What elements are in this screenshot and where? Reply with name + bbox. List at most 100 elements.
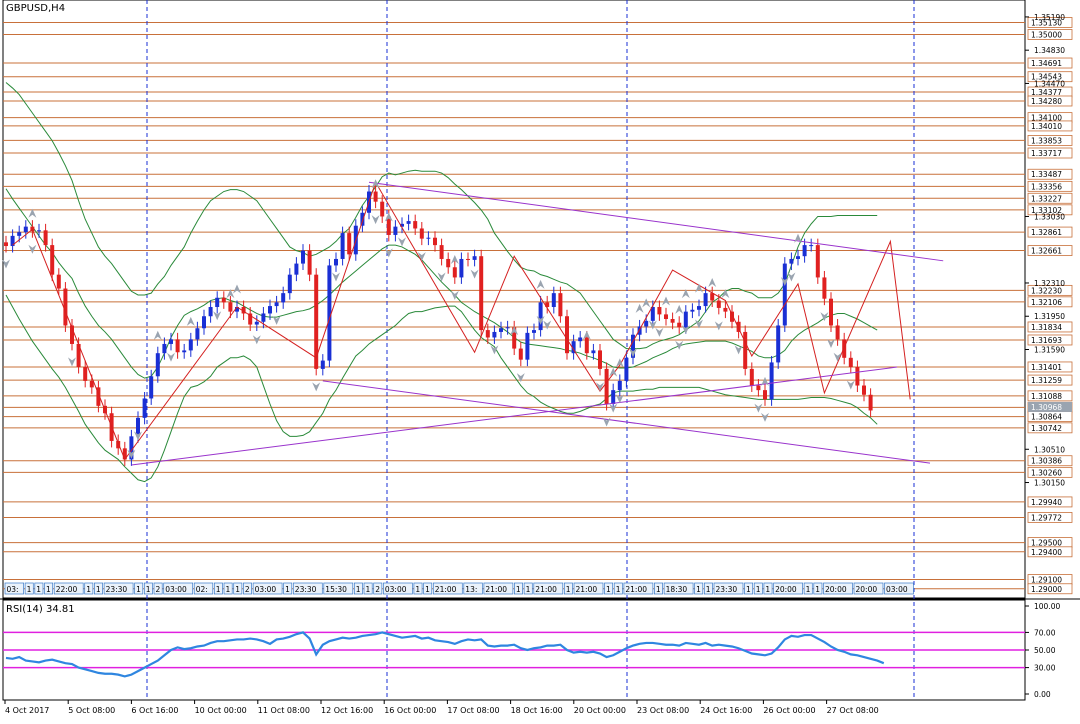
time-marker-box [763,582,773,595]
bear-candle [604,368,609,404]
bear-candle [466,258,470,260]
time-marker-label: 03:00 [385,585,407,594]
price-plot-frame [2,0,1026,599]
bull-candle [202,316,206,329]
time-marker-box [24,582,34,595]
time-marker-label: 20:00 [825,585,847,594]
time-marker-label: 1 [756,585,761,594]
time-marker-box [483,582,514,595]
bull-candle [195,328,200,340]
level-label-box [1027,496,1073,508]
time-marker-box [53,582,84,595]
time-marker-label: 23:30 [295,585,317,594]
bull-candle [650,307,655,321]
level-label: 1.33227 [1031,194,1062,203]
level-label-box [1027,135,1073,146]
time-marker-box [134,582,144,595]
time-marker-label: 2 [156,585,161,594]
bear-candle [512,327,517,349]
bull-candle [591,350,596,354]
time-marker-box [803,582,813,595]
bear-candle [657,307,662,315]
time-marker-label: 13: [465,585,477,594]
time-marker-box [44,582,54,595]
time-marker-box [514,582,523,595]
time-marker-box [703,582,713,595]
time-axis-label: 11 Oct 08:00 [258,706,310,715]
time-marker-box [533,582,564,595]
bull-candle [631,334,635,358]
time-marker-label: 1 [136,585,141,594]
bull-candle [683,311,688,328]
fractal-up-marker [675,304,684,314]
time-marker-label: 21:00 [625,585,647,594]
bear-candle [433,237,437,246]
level-label-box [1027,57,1073,69]
bull-candle [208,307,213,317]
fractal-down-marker [609,403,618,413]
time-axis-label: 12 Oct 16:00 [321,706,373,715]
level-label: 1.34543 [1031,73,1062,82]
level-label-box [1027,334,1073,346]
level-label: 1.35000 [1031,30,1062,39]
fractal-down-marker [252,335,261,345]
bull-candle [334,258,338,266]
time-marker-label: 1 [815,585,820,594]
time-marker-label: 1 [226,585,231,594]
time-marker-box [252,582,283,595]
time-axis-label: 24 Oct 16:00 [700,706,752,715]
bear-candle [221,297,226,303]
fractal-down-marker [754,403,763,413]
bull-candle [617,380,622,391]
bull-candle [149,376,154,399]
fractal-down-marker [596,382,604,392]
bull-candle [294,263,299,275]
time-marker-box [884,582,914,595]
level-label: 1.32661 [1031,247,1062,256]
bull-candle [23,226,28,233]
time-axis-label: 4 Oct 2017 [5,706,49,715]
level-label-box [1027,29,1073,40]
bear-candle [56,274,61,289]
bear-candle [565,316,569,354]
fractal-up-marker [153,330,162,340]
level-label-box [1027,374,1073,386]
level-label: 1.30864 [1031,413,1062,422]
bear-candle [835,325,840,340]
fractal-down-marker [312,382,321,392]
level-label: 1.31259 [1031,376,1062,385]
bull-candle [274,302,279,307]
fractal-up-marker [794,233,802,243]
fractal-down-marker [675,340,684,350]
bear-candle [518,348,523,360]
bear-candle [868,394,873,411]
time-marker-label: 1 [146,585,151,594]
time-marker-box [744,582,754,595]
fractal-down-marker [470,269,479,279]
price-axis-tick-label: 1.33030 [1034,212,1065,221]
bear-candle [50,245,55,275]
bull-candle [426,237,431,239]
time-marker-label: 1 [96,585,101,594]
rsi-title: RSI(14) 34.81 [6,604,75,615]
bear-candle [736,321,741,332]
bull-candle [769,362,774,400]
bull-candle [611,390,616,404]
rsi-axis-tick-label: 30.00 [1034,664,1056,673]
time-marker-label: 1 [606,585,611,594]
level-label: 1.33853 [1031,136,1062,145]
fractal-up-marker [761,376,769,386]
bear-candle [730,311,734,322]
bear-candle [4,242,8,247]
level-label-box [1027,95,1073,107]
bear-candle [228,302,233,312]
fractal-up-marker [371,179,380,189]
time-marker-label: 1 [366,585,371,594]
time-marker-box [604,582,614,595]
fractal-up-marker [635,303,644,313]
level-label: 1.29940 [1031,498,1062,507]
bear-candle [584,337,589,354]
time-marker-box [243,582,252,595]
bull-candle [129,436,134,460]
